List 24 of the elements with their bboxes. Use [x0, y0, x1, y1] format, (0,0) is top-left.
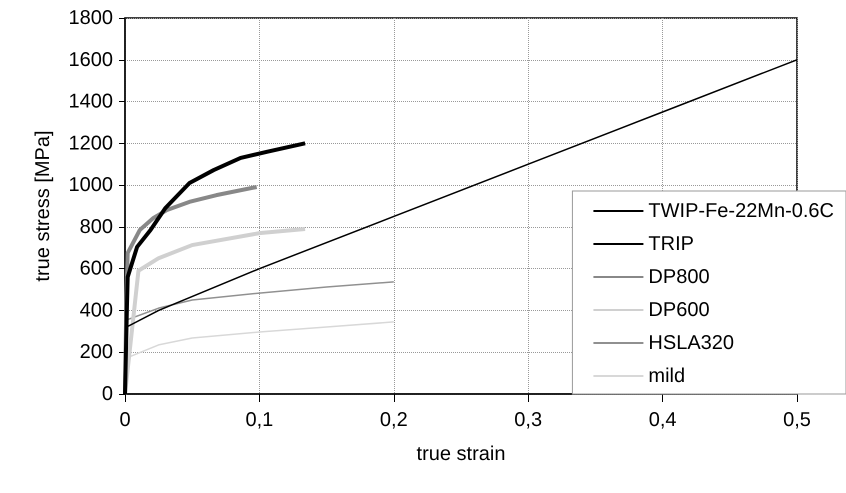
y-tick-label: 1200	[68, 132, 113, 154]
legend-label: DP600	[648, 299, 710, 321]
legend-label: HSLA320	[648, 332, 734, 354]
x-tick-label: 0	[119, 409, 131, 431]
x-tick-label: 0,1	[245, 409, 274, 431]
y-tick-label: 1000	[68, 174, 113, 196]
x-tick-label: 0,3	[514, 409, 542, 431]
legend-label: DP800	[648, 266, 710, 288]
y-tick-label: 800	[80, 216, 113, 238]
y-tick-label: 200	[80, 341, 113, 364]
y-tick-label: 0	[102, 383, 113, 405]
legend-label: TRIP	[648, 233, 694, 255]
x-tick-label: 0,2	[380, 409, 408, 431]
x-tick-label: 0,4	[648, 409, 677, 431]
y-tick-label: 1400	[68, 90, 113, 113]
legend-label: TWIP-Fe-22Mn-0.6C	[648, 200, 834, 222]
y-tick-label: 1800	[68, 7, 113, 29]
y-axis-title: true stress [MPa]	[32, 130, 54, 282]
y-tick-label: 400	[80, 299, 113, 322]
legend-label: mild	[648, 365, 686, 387]
y-tick-label: 1600	[68, 48, 113, 71]
y-tick-label: 600	[80, 258, 113, 280]
x-tick-label: 0,5	[783, 409, 811, 431]
x-axis-title: true strain	[416, 443, 506, 465]
